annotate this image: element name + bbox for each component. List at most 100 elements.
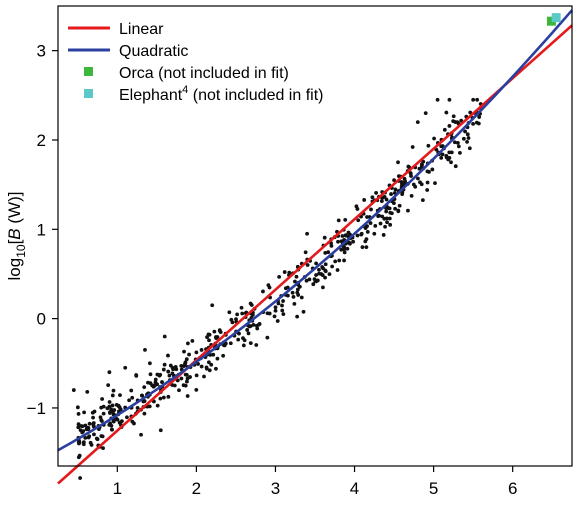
data-point [466,136,471,140]
data-point [110,393,115,398]
data-point [379,199,384,204]
data-point [248,341,253,345]
y-label-subscript: 10 [14,244,28,258]
data-point [296,293,301,297]
y-axis-label: log10[B (W)] [5,192,28,281]
legend-swatch-elephant [84,89,93,98]
data-point [406,208,410,213]
data-point [323,275,327,280]
data-point [323,262,328,267]
data-point [101,446,105,451]
data-point [81,440,86,445]
data-point [387,216,392,221]
data-point [182,349,186,354]
plot-layer [57,9,573,485]
data-point [447,155,452,160]
data-point [185,376,190,381]
y-tick-label: 0 [37,310,46,329]
linear-fit-line [57,24,573,485]
data-point [183,361,187,366]
data-point [146,380,150,385]
x-tick-label: 6 [508,479,517,498]
data-point [336,239,340,244]
data-point [329,243,334,248]
data-point [471,121,475,126]
data-point [184,357,189,362]
legend-label-quadratic: Quadratic [119,43,188,60]
data-point [83,436,88,440]
data-point [76,412,81,416]
data-point [210,303,215,308]
data-point [71,388,76,392]
data-point [245,328,250,332]
data-point [377,213,382,218]
data-point [342,247,347,252]
data-point [140,393,145,398]
data-point [326,250,331,255]
data-point [174,367,179,372]
data-point [204,366,209,371]
data-point [106,383,111,388]
data-point [257,321,262,326]
data-point [236,337,241,342]
data-point [221,353,226,358]
data-point [241,336,245,341]
data-point [435,97,440,102]
data-point [228,341,233,346]
data-point [190,339,195,343]
data-point [408,171,413,175]
data-point [297,284,302,289]
data-point [153,380,158,385]
data-point [335,268,340,272]
legend: Linear Quadratic Orca (not included in f… [68,21,323,104]
data-point [135,405,140,410]
data-point [214,336,219,341]
data-point [396,209,401,214]
data-point [321,266,325,271]
data-point [323,251,328,255]
data-point [383,224,387,229]
legend-elephant-superscript: 4 [182,84,188,96]
data-point [227,310,232,315]
data-point [79,424,84,428]
data-point [125,415,129,420]
data-point [291,294,296,299]
legend-label-linear: Linear [119,21,164,38]
data-point [205,335,209,340]
data-point [202,374,206,379]
data-point [301,309,306,314]
data-point [206,332,211,337]
data-point [293,279,297,284]
data-point [467,146,472,151]
data-point [91,415,95,420]
data-point [98,415,103,420]
data-point [82,410,86,415]
data-point [199,364,204,369]
data-point [142,385,147,390]
y-label-prefix: log [5,258,24,281]
data-point [76,422,81,426]
data-point [249,303,254,307]
data-point [439,144,444,149]
data-point [167,373,172,378]
data-point [314,261,319,266]
data-point [416,176,420,181]
data-point [388,222,393,227]
data-point [305,231,309,236]
data-point [415,120,420,125]
data-point [369,207,373,212]
data-point [254,343,259,347]
data-point [452,140,457,145]
data-point [246,331,251,336]
data-point [272,314,277,319]
data-point [303,250,308,255]
data-point [282,270,287,274]
data-point [148,372,153,377]
data-point [235,312,240,317]
data-point [340,234,345,238]
data-point [77,453,82,458]
data-point [444,110,449,115]
data-point [365,215,369,219]
data-point [281,312,286,317]
data-point [100,397,105,401]
